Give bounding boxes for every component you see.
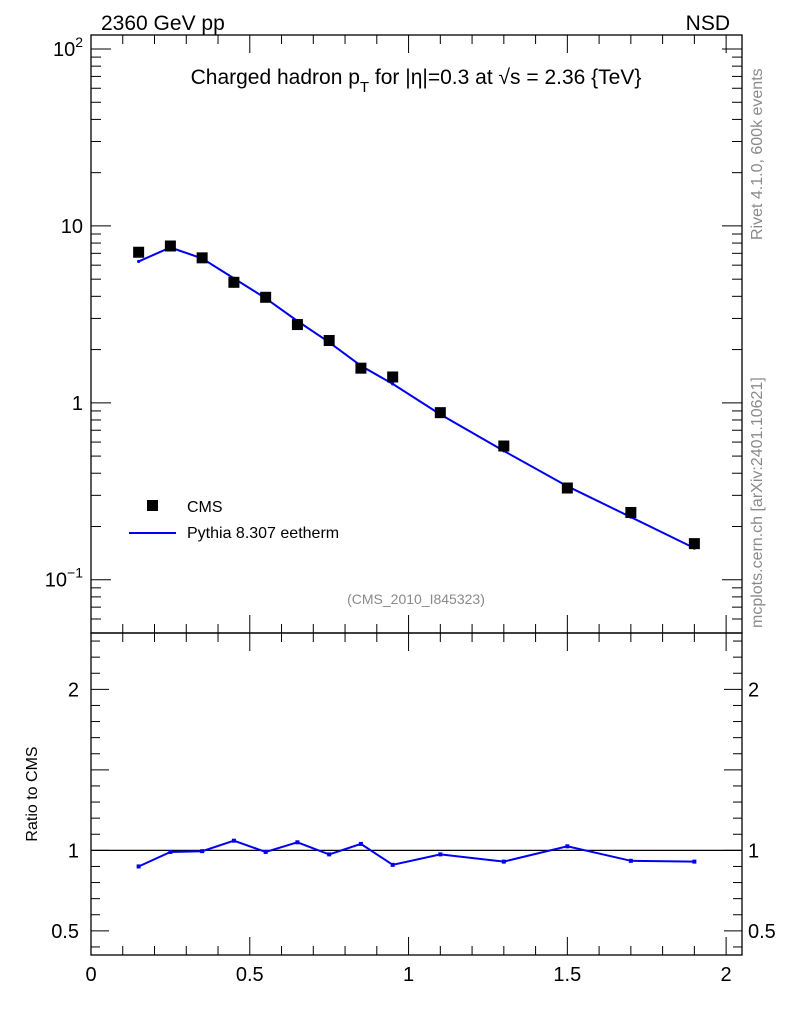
ratio-point — [565, 844, 570, 849]
ratio-point — [327, 852, 332, 857]
cms-data-point — [561, 482, 573, 494]
x-tick-label: 2 — [721, 964, 732, 986]
y-tick-label-main: 102 — [53, 34, 83, 61]
cms-data-point — [196, 252, 208, 264]
title-part-4: = 2.36 {TeV} — [521, 66, 642, 89]
y-tick-label-main: 10 — [61, 216, 83, 238]
ratio-point — [692, 859, 697, 864]
cms-data-point — [688, 538, 700, 550]
ratio-point — [295, 840, 300, 845]
ratio-point — [263, 849, 268, 854]
marks-group — [91, 240, 742, 869]
ratio-point — [231, 838, 236, 843]
x-tick-label: 1 — [403, 964, 414, 986]
y-tick-label-ratio: 1 — [68, 840, 79, 862]
ratio-point — [628, 858, 633, 863]
ratio-point — [438, 852, 443, 857]
title-part-1: Charged hadron p — [191, 66, 360, 89]
cms-data-point — [498, 440, 510, 452]
cms-data-point — [260, 291, 272, 303]
x-tick-label: 1.5 — [553, 964, 581, 986]
cms-data-point — [133, 246, 145, 258]
cms-data-point — [291, 319, 303, 331]
ratio-point — [358, 841, 363, 846]
tick-base: 10 — [53, 39, 75, 61]
header-right: NSD — [686, 12, 730, 35]
title-sqrt: √s — [499, 66, 521, 89]
cms-data-point — [387, 371, 399, 383]
x-tick-label: 0 — [85, 964, 96, 986]
title-subscript: T — [360, 79, 369, 96]
analysis-tag: (CMS_2010_I845323) — [347, 591, 485, 607]
mc-point — [137, 259, 141, 264]
ratio-point — [390, 862, 395, 867]
x-tick-label: 0.5 — [236, 964, 264, 986]
rivet-label: Rivet 4.1.0, 600k events — [749, 68, 766, 240]
plot-title: Charged hadron pT for |η|=0.3 at √s = 2.… — [191, 66, 642, 96]
y-tick-label-ratio: 2 — [68, 679, 79, 701]
mcplots-label: mcplots.cern.ch [arXiv:2401.10621] — [749, 377, 766, 628]
title-part-3: |=0.3 at — [422, 66, 498, 89]
title-part-2: for | — [369, 66, 411, 89]
header-left: 2360 GeV pp — [101, 12, 225, 35]
tick-base: 10 — [45, 570, 67, 592]
legend: CMS Pythia 8.307 eetherm — [129, 499, 339, 542]
ratio-series-line — [138, 839, 695, 868]
y-tick-label-ratio-right: 0.5 — [748, 921, 776, 943]
main-plot-frame — [90, 34, 743, 634]
tick-exponent: 2 — [75, 34, 83, 50]
y-tick-label-main: 1 — [72, 393, 83, 415]
cms-data-point — [355, 362, 367, 374]
legend-mc-label: Pythia 8.307 eetherm — [187, 525, 339, 542]
y-tick-label-main: 10−1 — [45, 565, 83, 592]
ratio-point — [200, 849, 205, 854]
cms-data-point — [434, 407, 446, 419]
ratio-axis-label: Ratio to CMS — [24, 746, 41, 841]
ratio-point — [501, 859, 506, 864]
ratio-point — [168, 849, 173, 854]
cms-data-point — [323, 335, 335, 347]
cms-data-point — [625, 506, 637, 518]
tick-exponent: −1 — [67, 565, 83, 581]
legend-data-marker — [147, 500, 158, 511]
y-tick-label-ratio-right: 2 — [748, 679, 759, 701]
cms-data-point — [228, 276, 240, 288]
ratio-plot-frame — [90, 632, 743, 956]
legend-data-label: CMS — [187, 499, 223, 516]
title-eta: η — [411, 66, 423, 89]
ratio-point — [136, 864, 141, 869]
y-tick-label-ratio-right: 1 — [748, 840, 759, 862]
mc-point — [391, 382, 395, 386]
y-tick-label-ratio: 0.5 — [51, 921, 79, 943]
cms-data-point — [164, 240, 176, 252]
